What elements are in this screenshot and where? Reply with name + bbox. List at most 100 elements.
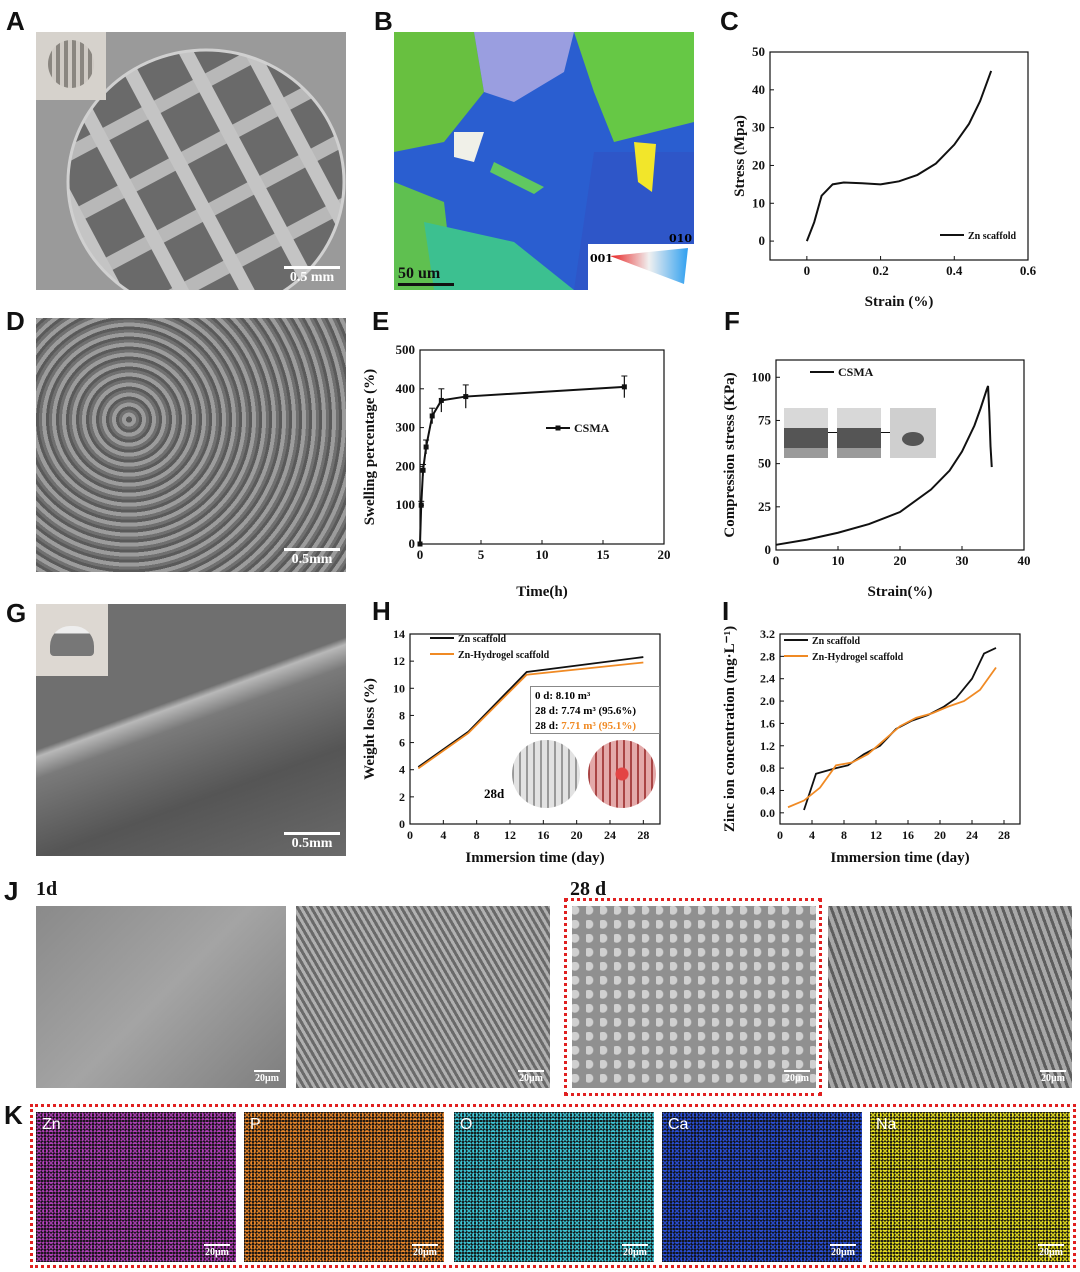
y-tick-label: 50 <box>758 456 771 471</box>
y-tick-label: 40 <box>752 82 765 97</box>
x-tick-label: 40 <box>1018 553 1031 568</box>
panel-label-h: H <box>372 596 391 626</box>
series-line-0 <box>803 647 997 811</box>
y-tick-label: 4 <box>399 763 405 777</box>
scale-bar-a: 0.5 mm <box>284 266 340 286</box>
x-axis-label: Strain(%) <box>868 584 933 600</box>
plot-frame <box>409 633 661 825</box>
weight-loss-inset-box: 0 d: 8.10 m³ 28 d: 7.74 m³ (95.6%) 28 d:… <box>530 686 660 734</box>
legend-label-0: Zn scaffold <box>812 636 861 647</box>
y-tick-label: 14 <box>393 627 405 641</box>
j-label-28d: 28 d <box>570 878 607 900</box>
scaffold-illustration <box>36 32 346 290</box>
y-tick-label: 200 <box>396 458 416 473</box>
x-tick-label: 4 <box>440 828 446 842</box>
y-tick-label: 1.2 <box>760 739 775 753</box>
x-tick-label: 24 <box>604 828 616 842</box>
series-line-0 <box>417 656 644 768</box>
ct-scan-red <box>588 740 656 808</box>
x-tick-label: 0.2 <box>872 263 888 278</box>
eds-scale-bar: 20μm <box>204 1244 230 1258</box>
chart-f-compression: 0 10 20 30 40 0 25 50 75 100 Strain(%) Compression … <box>722 359 1031 600</box>
y-tick-label: 30 <box>752 120 765 135</box>
x-tick-label: 20 <box>658 547 671 562</box>
ct-scan-grey <box>512 740 580 808</box>
x-tick-label: 8 <box>474 828 480 842</box>
x-tick-label: 0.6 <box>1020 263 1037 278</box>
y-axis-label: Compression stress (KPa) <box>722 372 738 537</box>
y-axis-label: Stress (Mpa) <box>732 115 748 197</box>
panel-label-b: B <box>374 6 393 36</box>
y-tick-label: 8 <box>399 708 405 722</box>
x-tick-label: 12 <box>504 828 516 842</box>
x-tick-label: 20 <box>571 828 583 842</box>
j-label-1d: 1d <box>36 878 58 900</box>
y-tick-label: 0 <box>399 817 405 831</box>
chart-i-zinc-ion: 0 4 8 12 16 20 24 28 0.0 0.4 0.8 1.2 1.6 2.0 2.4 2.8 3.2… <box>722 626 1021 866</box>
x-tick-label: 0 <box>407 828 413 842</box>
legend-label-1: Zn-Hydrogel scaffold <box>812 652 904 663</box>
eds-map-o: O 20μm <box>454 1112 654 1262</box>
x-tick-label: 0 <box>804 263 811 278</box>
y-tick-label: 12 <box>393 654 405 668</box>
red-dotted-box-28d <box>564 898 822 1096</box>
scale-bar-b: 50 um <box>398 265 454 286</box>
y-tick-label: 6 <box>399 736 405 750</box>
scale-bar-d: 0.5mm <box>284 548 340 568</box>
series-line-0 <box>775 385 993 546</box>
y-tick-label: 0 <box>409 536 416 551</box>
x-tick-label: 16 <box>537 828 549 842</box>
panel-label-g: G <box>6 598 27 628</box>
y-tick-label: 500 <box>396 342 416 357</box>
eds-label-na: Na <box>876 1116 897 1133</box>
scaffold-photo-inset <box>36 32 106 100</box>
x-tick-label: 24 <box>966 828 978 842</box>
eds-label-zn: Zn <box>42 1116 61 1133</box>
panel-label-f: F <box>724 306 740 336</box>
eds-scale-bar: 20μm <box>412 1244 438 1258</box>
eds-map-p: P 20μm <box>244 1112 444 1262</box>
ipf-010: 010 <box>669 232 692 245</box>
legend-label-0: Zn scaffold <box>458 634 507 645</box>
eds-scale-bar: 20μm <box>1038 1244 1064 1258</box>
x-axis-label: Time(h) <box>516 584 567 600</box>
y-tick-label: 3.2 <box>760 627 775 641</box>
legend-label-0: Zn scaffold <box>968 231 1017 242</box>
data-point <box>417 541 423 547</box>
x-tick-label: 10 <box>536 547 549 562</box>
eds-label-p: P <box>250 1116 261 1133</box>
x-axis-label: Immersion time (day) <box>830 850 969 866</box>
y-tick-label: 0.0 <box>760 806 775 820</box>
legend-label-0: CSMA <box>574 421 610 435</box>
x-axis-label: Immersion time (day) <box>465 850 604 866</box>
scale-bar-g: 0.5mm <box>284 832 340 852</box>
ipf-legend: 001 010 120 <box>588 232 694 290</box>
y-tick-label: 2.8 <box>760 649 775 663</box>
y-axis-label: Zinc ion concentration (mg·L⁻¹) <box>722 626 738 832</box>
zn-hydrogel-photo-inset <box>36 604 108 676</box>
eds-map-ca: Ca 20μm <box>662 1112 862 1262</box>
y-tick-label: 0.4 <box>760 783 775 797</box>
sem-28d-a: 20μm <box>572 906 816 1088</box>
y-tick-label: 2.4 <box>760 672 775 686</box>
panel-label-j: J <box>4 876 19 906</box>
red-dotted-box-eds <box>30 1104 1076 1268</box>
panel-label-i: I <box>722 596 730 626</box>
legend-marker <box>555 425 561 431</box>
plot-frame <box>769 51 1029 261</box>
y-tick-label: 100 <box>752 369 772 384</box>
y-tick-label: 10 <box>752 195 765 210</box>
eds-scale-bar: 20μm <box>622 1244 648 1258</box>
scaffold-sem-image: 0.5 mm <box>36 32 346 290</box>
x-tick-label: 0 <box>777 828 783 842</box>
ebsd-map: 50 um 001 010 120 <box>394 32 694 290</box>
panel-label-k: K <box>4 1100 23 1130</box>
scale-bar-j4: 20μm <box>1040 1070 1066 1084</box>
x-tick-label: 15 <box>597 547 611 562</box>
x-axis-label: Strain (%) <box>865 294 934 310</box>
scale-bar-j2: 20μm <box>518 1070 544 1084</box>
eds-label-ca: Ca <box>668 1116 689 1133</box>
x-tick-label: 30 <box>956 553 969 568</box>
series-line-1 <box>417 661 644 770</box>
